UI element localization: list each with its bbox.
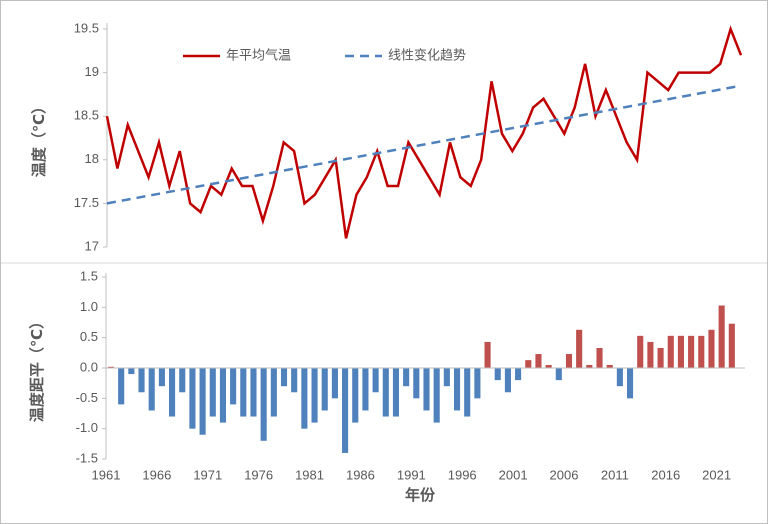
- y-tick-label: 0.0: [80, 359, 98, 374]
- y-tick-label: 19.5: [74, 20, 99, 35]
- bar: [586, 364, 593, 368]
- y-tick-label: 17: [85, 238, 99, 253]
- bar: [677, 335, 684, 368]
- bar: [657, 347, 664, 368]
- bar: [169, 368, 176, 417]
- bar: [372, 368, 379, 393]
- bar: [596, 347, 603, 368]
- trend-line: [106, 84, 742, 205]
- legend-label: 年平均气温: [226, 47, 291, 62]
- bar: [382, 368, 389, 417]
- x-tick-label: 1986: [346, 467, 375, 482]
- bar: [667, 335, 674, 368]
- y-tick-label: 0.5: [80, 329, 98, 344]
- x-tick-label: 2006: [550, 467, 579, 482]
- y-tick-label: 19: [85, 64, 99, 79]
- x-tick-label: 1971: [193, 467, 222, 482]
- x-tick-label: 2016: [651, 467, 680, 482]
- y-tick-label: 1.0: [80, 299, 98, 314]
- bar: [240, 368, 247, 417]
- x-tick-label: 1981: [295, 467, 324, 482]
- bar: [708, 329, 715, 368]
- y-axis-label: 温度距平（℃）: [28, 314, 46, 422]
- bar: [342, 368, 349, 453]
- data-line: [105, 25, 743, 239]
- x-tick-label: 2001: [499, 467, 528, 482]
- bar: [301, 368, 308, 429]
- y-tick-label: 17.5: [74, 195, 99, 210]
- bar: [494, 368, 501, 381]
- bar: [392, 368, 400, 417]
- x-tick-label: 2011: [601, 467, 629, 482]
- bar: [474, 368, 481, 399]
- bar: [158, 368, 165, 387]
- bar: [647, 341, 654, 368]
- bar: [413, 368, 420, 399]
- bar: [698, 335, 705, 368]
- bar: [565, 354, 573, 368]
- legend-label: 线性变化趋势: [388, 47, 466, 62]
- bar: [230, 368, 237, 405]
- bar: [576, 329, 583, 368]
- bar: [728, 323, 735, 368]
- bar: [321, 368, 328, 411]
- bar: [515, 368, 522, 381]
- x-tick-label: 2021: [702, 467, 731, 482]
- bar: [311, 368, 318, 423]
- bar: [464, 368, 471, 417]
- bar: [616, 368, 623, 387]
- bar: [688, 335, 695, 368]
- bar: [555, 368, 562, 381]
- x-tick-label: 1991: [397, 467, 426, 482]
- y-tick-label: 18.5: [74, 108, 99, 123]
- bar: [291, 368, 298, 393]
- bar: [179, 368, 186, 393]
- y-axis-label: 温度（℃）: [30, 99, 48, 177]
- bar: [118, 368, 125, 405]
- y-tick-label: 1.5: [80, 268, 98, 283]
- x-axis-label: 年份: [405, 486, 436, 504]
- bar: [484, 341, 491, 368]
- bar: [403, 368, 410, 387]
- x-tick-label: 1961: [92, 467, 121, 482]
- bar: [352, 368, 359, 423]
- bar: [148, 368, 155, 411]
- bar: [443, 368, 450, 387]
- bar: [637, 335, 644, 368]
- bar: [107, 366, 115, 368]
- y-tick-label: -0.5: [76, 390, 98, 405]
- bar: [423, 368, 430, 411]
- bar: [331, 368, 338, 399]
- x-tick-label: 1966: [142, 467, 171, 482]
- bar: [270, 368, 277, 417]
- bar: [545, 364, 552, 368]
- bar: [362, 368, 369, 411]
- bar: [433, 368, 440, 423]
- bar: [626, 368, 634, 399]
- bar: [138, 368, 145, 393]
- bar: [250, 368, 257, 417]
- x-tick-label: 1996: [448, 467, 477, 482]
- y-tick-label: 18: [85, 151, 99, 166]
- bar: [525, 360, 532, 368]
- bar: [199, 368, 206, 435]
- y-tick-label: -1.0: [76, 420, 98, 435]
- bar: [189, 368, 196, 429]
- bar: [718, 305, 725, 368]
- bar: [606, 364, 613, 368]
- bar: [209, 368, 216, 417]
- bar: [219, 368, 227, 423]
- x-tick-label: 1976: [244, 467, 273, 482]
- bar: [535, 354, 542, 368]
- bar: [453, 368, 461, 411]
- bar: [280, 368, 288, 387]
- bar: [128, 368, 135, 375]
- bar: [504, 368, 511, 393]
- bar: [260, 368, 267, 441]
- y-tick-label: -1.5: [76, 450, 98, 465]
